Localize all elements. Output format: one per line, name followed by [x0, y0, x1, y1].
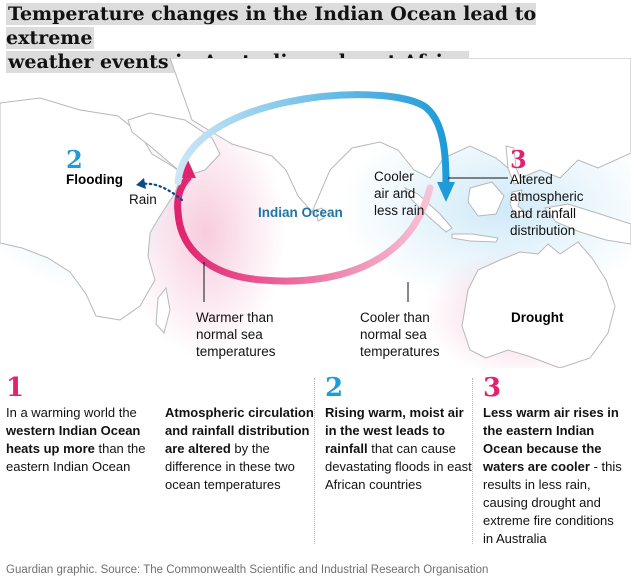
sri-lanka-outline [315, 207, 325, 222]
text-run-bold: Atmospheric circulation and rainfall dis… [165, 405, 314, 456]
text-run: In a warming world the [6, 405, 137, 420]
warmer-callout-line-text: Warmer than [196, 310, 274, 325]
explainer-paragraph: Atmospheric circulation and rainfall dis… [165, 404, 315, 494]
circulation-arc-cool [174, 91, 450, 188]
step-number: 1 [6, 373, 25, 403]
explainer-column-1: 1 In a warming world the western Indian … [6, 374, 156, 476]
arabia-outline [127, 112, 221, 177]
explainer-column-2: 2 Rising warm, moist air in the west lea… [325, 374, 475, 494]
text-run-bold: Less warm air rises in the eastern India… [483, 405, 619, 474]
sumatra-outline [403, 186, 453, 233]
text-run: by the difference in these two ocean tem… [165, 441, 295, 492]
borneo-outline [467, 181, 505, 217]
headline: Temperature changes in the Indian Ocean … [6, 2, 606, 74]
warmer-callout: Warmer than normal sea temperatures [196, 310, 276, 359]
step-number: 2 [325, 373, 344, 403]
new-guinea-outline [544, 203, 631, 245]
drought-label: Drought [511, 310, 564, 325]
step-number: 3 [483, 373, 502, 403]
text-run: - this results in less rain, causing dro… [483, 459, 622, 546]
rain-dotted-arrow [140, 182, 184, 202]
cooler-callout-line-text: temperatures [360, 344, 440, 359]
circulation-arc-warm [174, 174, 434, 285]
africa-number: 2 [66, 145, 83, 174]
east-altered-label: Altered atmospheric and rainfall distrib… [510, 172, 584, 238]
africa-outline [0, 97, 183, 321]
explainer-column-1b: Atmospheric circulation and rainfall dis… [165, 402, 315, 494]
cooler-callout: Cooler than normal sea temperatures [360, 310, 440, 359]
explainer-paragraph: In a warming world the western Indian Oc… [6, 404, 156, 476]
cooler-air-line: less rain [374, 203, 424, 218]
east-altered-line: Altered [510, 172, 553, 187]
java-outline [451, 233, 499, 243]
column-divider [472, 378, 473, 544]
explainer-column-3: 3 Less warm air rises in the eastern Ind… [483, 374, 625, 548]
ocean-label: Indian Ocean [258, 205, 343, 220]
cooler-air-label: Cooler air and less rain [374, 169, 424, 218]
africa-flooding-label: Flooding [66, 172, 123, 187]
sulawesi-outline [509, 189, 530, 219]
africa-rain-label: Rain [129, 192, 157, 207]
east-altered-line: atmospheric [510, 189, 584, 204]
east-number: 3 [510, 145, 527, 174]
text-run: than the eastern Indian Ocean [6, 441, 146, 474]
text-run-bold: Rising warm, moist air in the west leads… [325, 405, 464, 456]
cooler-air-line: air and [374, 186, 415, 201]
indian-ocean-map: Indian Ocean 2 Flooding Rain 3 Altered a… [0, 58, 631, 368]
cooler-callout-line-text: normal sea [360, 327, 427, 342]
text-run-bold: western Indian Ocean heats up more [6, 423, 141, 456]
madagascar-outline [155, 286, 171, 335]
land-masses [0, 58, 631, 368]
warm-arrow-head [180, 160, 196, 178]
philippines-outline [505, 145, 523, 185]
warmer-callout-line-text: normal sea [196, 327, 263, 342]
warmer-callout-line-text: temperatures [196, 344, 276, 359]
cool-arrow-head [437, 182, 455, 202]
explainer-paragraph: Rising warm, moist air in the west leads… [325, 404, 475, 494]
australia-outline [461, 241, 616, 368]
cooler-callout-line-text: Cooler than [360, 310, 430, 325]
source-credit: Guardian graphic. Source: The Commonweal… [6, 564, 489, 576]
column-divider [314, 378, 315, 544]
rain-arrow-head [136, 178, 146, 189]
cooler-air-line: Cooler [374, 169, 414, 184]
east-altered-line: and rainfall [510, 206, 576, 221]
headline-line-1: Temperature changes in the Indian Ocean … [6, 3, 537, 49]
explainer-paragraph: Less warm air rises in the eastern India… [483, 404, 625, 548]
east-altered-line: distribution [510, 223, 575, 238]
text-run: that can cause devastating floods in eas… [325, 441, 472, 492]
